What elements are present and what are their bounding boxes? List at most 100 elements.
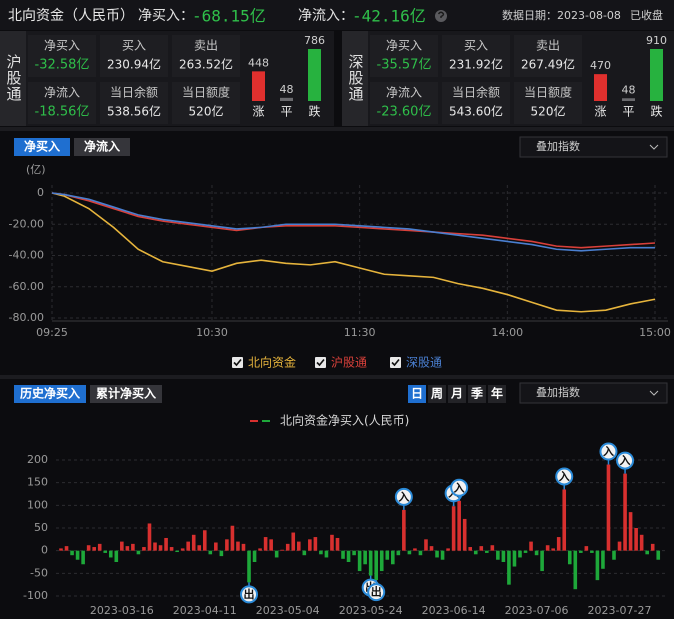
bar [115,551,119,562]
bar [446,548,450,550]
field-value: -23.60亿 [377,105,432,120]
flag-label: 入 [454,481,465,494]
field-value: 231.92亿 [449,57,503,72]
bar [607,465,611,551]
y-tick-label: 150 [27,476,48,489]
bar [242,544,246,551]
bar [186,542,190,551]
y-tick-label: -80.00 [9,311,44,324]
bar [496,551,500,560]
net-buy-label: 净买入： [138,8,194,24]
bar [629,512,633,551]
breadth-label: 平 [280,105,292,119]
bar [540,551,544,571]
breadth-label: 涨 [252,104,264,119]
market-status: 已收盘 [630,8,663,22]
breadth-count: 48 [622,83,636,96]
y-tick-label: -40.00 [9,249,44,262]
period-label: 日 [411,387,423,401]
x-tick-label: 10:30 [196,326,228,339]
help-icon[interactable] [435,10,447,22]
bar [148,523,152,550]
bar [197,545,201,550]
bar [81,551,85,565]
bar [352,551,356,556]
bar [303,551,307,556]
bar [518,551,522,558]
field-value: -32.58亿 [35,58,90,73]
y-tick-label: -50 [30,566,48,579]
legend-checkbox[interactable] [315,357,326,368]
bar [634,528,638,551]
net-buy-value: -68.15亿 [192,7,266,26]
y-tick-label: -60.00 [9,280,44,293]
x-tick-label: 09:25 [36,326,68,339]
flag-label: 入 [559,470,570,483]
bar [479,546,483,551]
tab-label: 净流入 [84,139,120,154]
field-label: 净流入 [386,86,422,100]
bar [573,551,577,590]
field-value: 543.60亿 [449,104,503,119]
bar [546,545,550,550]
x-tick-label: 2023-07-06 [505,604,569,617]
period-label: 年 [491,386,503,401]
x-tick-label: 2023-03-16 [90,604,154,617]
y-tick-label: -20.00 [9,217,44,230]
bar [457,501,461,551]
bar [203,530,207,550]
legend-checkbox[interactable] [390,357,401,368]
flag-label: 入 [620,454,631,467]
bar [391,551,395,565]
bar [264,537,268,551]
bar [225,539,229,550]
bar [413,548,417,550]
y-tick-label: -100 [23,589,48,602]
field-label: 净流入 [44,86,80,100]
bar [209,551,213,555]
breadth-bar [252,71,265,101]
field-label: 净买入 [44,39,80,53]
bar [463,519,467,551]
bar [374,551,378,580]
bar [220,551,224,556]
bar [430,546,434,551]
bar [59,548,63,550]
breadth-label: 跌 [308,104,320,119]
bar [535,551,539,556]
field-value: 267.49亿 [521,57,575,72]
bar [623,474,627,551]
bar [408,551,412,555]
bar [341,551,345,559]
panel-name: 沪股通 [5,54,23,102]
legend-label: 北向资金净买入(人民币) [280,413,409,428]
field-label: 当日余额 [452,85,500,100]
field-label: 当日额度 [182,85,230,100]
field-value: 520亿 [189,104,224,119]
panel-name: 深股通 [347,54,365,102]
bar [314,537,318,551]
y-tick-label: 0 [41,544,48,557]
bar [640,535,644,551]
breadth-count: 910 [646,34,667,47]
field-label: 买入 [122,39,146,53]
bar [385,551,389,560]
bar [336,538,340,551]
bar [491,545,495,550]
bar [170,547,174,551]
data-date: 数据日期：2023-08-08 [502,8,621,22]
legend-checkbox[interactable] [232,357,243,368]
breadth-bar [594,74,607,101]
bar [319,551,323,555]
breadth-bar [622,98,635,101]
x-tick-label: 2023-05-24 [339,604,403,617]
section-separator [0,375,674,379]
y-tick-label: 100 [27,498,48,511]
field-label: 当日额度 [524,85,572,100]
x-tick-label: 2023-05-04 [256,604,320,617]
bar [131,544,135,551]
overlay-dropdown-label: 叠加指数 [536,385,580,399]
bar [192,535,196,551]
bar [308,539,312,550]
field-value: -35.57亿 [377,58,432,73]
